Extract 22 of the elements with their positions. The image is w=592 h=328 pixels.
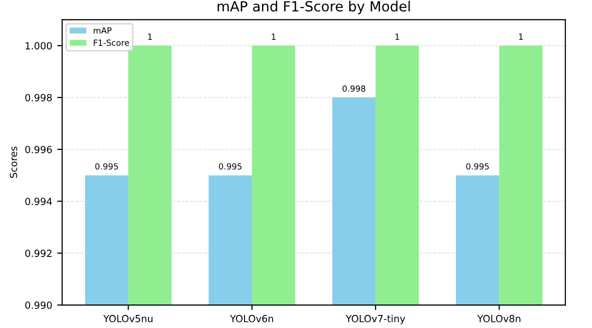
data-label: 0.995 [466, 163, 489, 170]
data-label: 0.998 [342, 85, 366, 92]
y-tick-label: 0.990 [25, 302, 52, 309]
legend-label: mAP [94, 27, 112, 34]
y-tick-label: 0.994 [25, 198, 52, 206]
chart-title: mAP and F1-Score by Model [218, 0, 410, 14]
y-tick-label: 0.992 [25, 250, 52, 257]
x-tick-label: YOLOv6n [230, 314, 274, 322]
y-axis-title: Scores [10, 146, 18, 178]
data-label: 1 [395, 34, 400, 40]
x-tick-label: YOLOv5nu [103, 314, 152, 322]
y-tick-label: 0.996 [25, 146, 52, 154]
data-label: 1 [272, 34, 276, 40]
legend-label: F1-Score [94, 40, 129, 46]
y-tick-label: 1.000 [26, 42, 52, 50]
y-tick-label: 0.998 [25, 94, 52, 102]
data-label: 0.995 [218, 163, 242, 170]
data-label: 0.995 [95, 163, 118, 170]
data-label: 1 [519, 34, 523, 40]
x-tick-label: YOLOv7-tiny [346, 314, 406, 324]
x-tick-label: YOLOv8n [477, 314, 520, 322]
data-label: 1 [148, 34, 152, 40]
